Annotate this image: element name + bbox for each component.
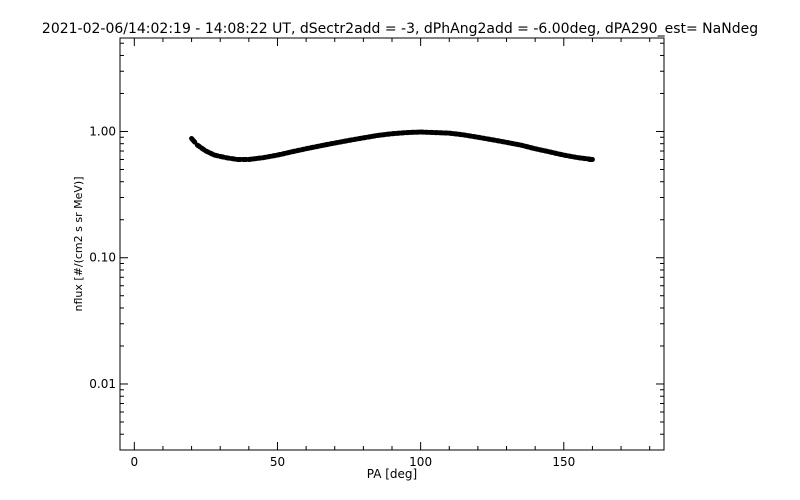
- data-point: [317, 142, 326, 149]
- y-tick-label: 0.01: [89, 377, 116, 391]
- data-point: [523, 143, 531, 150]
- x-tick-label: 150: [552, 455, 575, 469]
- data-point: [308, 144, 317, 151]
- y-tick-label: 1.00: [89, 124, 116, 138]
- data-point: [207, 150, 216, 157]
- data-point: [518, 142, 526, 149]
- x-tick-label: 0: [130, 455, 138, 469]
- data-point: [199, 145, 207, 153]
- data-point: [289, 148, 297, 155]
- data-point: [189, 135, 198, 145]
- data-point: [546, 149, 555, 155]
- data-point: [294, 147, 302, 154]
- data-point: [508, 140, 517, 147]
- data-point: [551, 150, 560, 157]
- y-axis-label: nflux [#/(cm2 s sr MeV)]: [72, 177, 85, 312]
- x-axis-label: PA [deg]: [367, 467, 417, 481]
- data-point: [303, 145, 312, 152]
- x-axis: 0 50 100 150: [130, 38, 651, 469]
- data-point: [279, 150, 288, 157]
- data-series: [189, 129, 595, 162]
- data-point: [211, 152, 221, 159]
- data-point: [504, 139, 512, 146]
- data-point: [194, 142, 203, 150]
- x-tick-label: 50: [270, 455, 285, 469]
- data-point: [542, 148, 550, 154]
- data-point: [527, 145, 536, 151]
- data-point: [298, 146, 307, 153]
- data-point: [217, 153, 226, 160]
- data-point: [327, 140, 336, 147]
- y-tick-label: 0.10: [89, 251, 116, 265]
- data-point: [284, 149, 293, 156]
- y-axis: 0.01 0.10 1.00: [89, 42, 664, 451]
- data-point: [313, 143, 321, 150]
- data-point: [556, 151, 565, 158]
- data-point: [322, 141, 331, 148]
- data-point: [203, 148, 211, 155]
- x-tick-label: 100: [409, 455, 432, 469]
- data-point: [513, 141, 522, 148]
- data-point: [274, 151, 283, 158]
- data-point: [537, 147, 546, 153]
- data-point: [532, 146, 541, 152]
- chart-title: 2021-02-06/14:02:19 - 14:08:22 UT, dSect…: [42, 21, 758, 37]
